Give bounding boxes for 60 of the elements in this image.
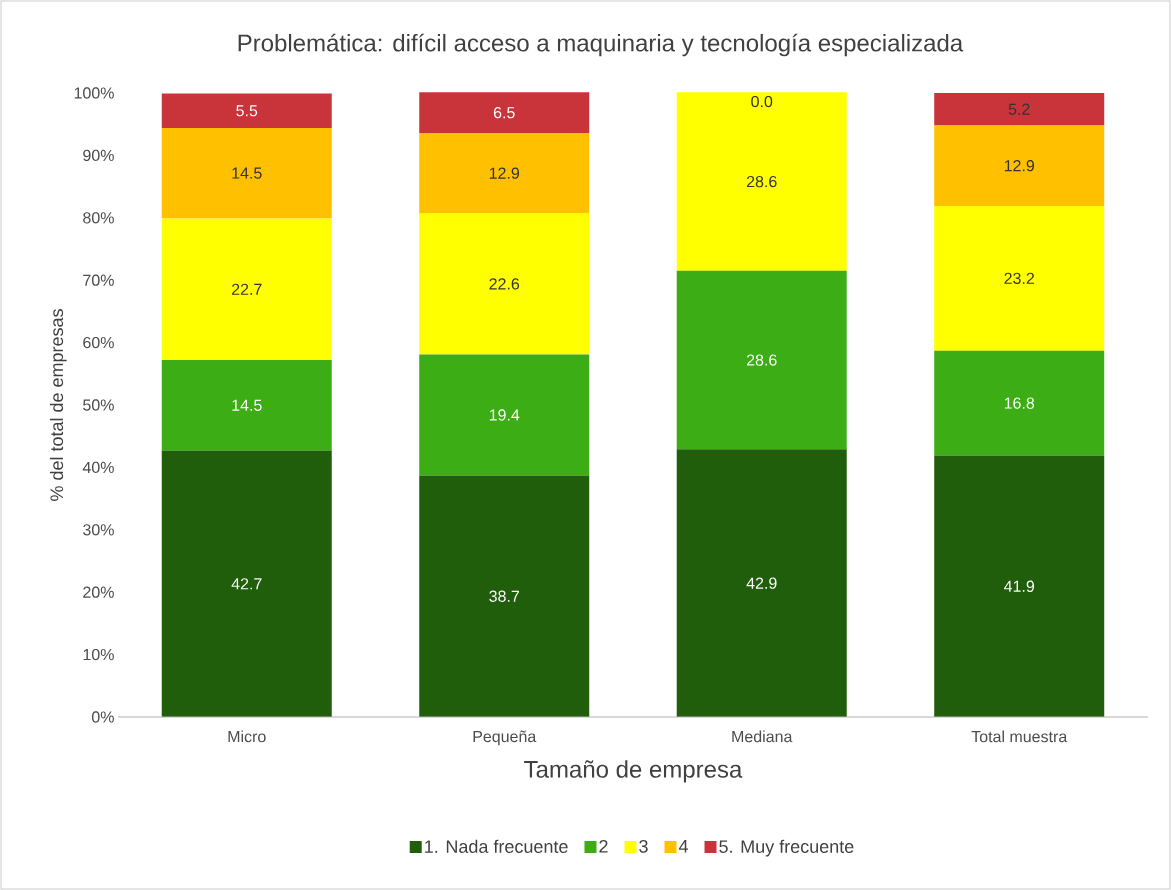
data-label: 0.0 [751,95,773,108]
data-label: 41.9 [1004,580,1035,592]
data-label: 22.7 [231,283,262,295]
y-tick-label: 50% [83,399,114,411]
data-label: 42.9 [746,577,777,589]
x-tick-label: Pequeña [473,730,537,746]
bar [419,475,590,717]
y-tick-label: 0% [91,711,114,723]
bar [161,127,332,219]
bar [161,93,332,128]
data-label: 28.6 [746,354,777,366]
bar [161,360,332,451]
x-tick-label: Total muestra [971,730,1068,743]
bar [934,125,1105,206]
data-label: 23.2 [1004,272,1034,284]
x-tick-label: Micro [228,730,266,743]
data-label: 14.5 [232,167,262,179]
data-label: 22.6 [489,278,520,290]
y-tick-label: 30% [83,524,114,536]
legend-label: 1. Nada frecuente [425,839,568,853]
legend-label: 2 [599,839,608,853]
y-tick-label: 60% [83,336,114,349]
y-tick-label: 100% [74,87,114,99]
bar [934,455,1105,717]
chart-title: Problemática: difícil acceso a maquinaria y tecnología especializada [238,33,964,57]
data-label: 5.5 [236,105,258,117]
data-label: 19.4 [489,409,520,421]
legend-label: 5. Muy frecuente [719,839,854,857]
y-tick-label: 40% [82,461,114,474]
legend-label: 3 [639,839,648,853]
x-axis-title: Tamaño de empresa [524,760,743,783]
y-axis-title: % del total de empresas [49,309,67,501]
y-tick-label: 10% [83,648,114,661]
bar [419,92,590,133]
bar [934,205,1105,351]
y-tick-label: 90% [83,149,114,162]
data-label: 38.7 [489,590,519,602]
legend-label: 4 [678,840,688,853]
bar [676,92,847,271]
y-tick-label: 70% [83,274,114,286]
bar [419,354,590,476]
bar [419,213,590,355]
data-label: 5.2 [1008,103,1030,115]
data-label: 42.7 [231,578,262,590]
bar [676,270,847,450]
x-tick-label: Mediana [732,730,793,743]
data-label: 12.9 [1004,160,1035,172]
data-label: 28.6 [746,175,777,188]
y-tick-label: 80% [83,212,114,224]
bar [161,450,332,717]
bar [161,218,332,361]
data-label: 12.9 [489,167,520,179]
bar [934,350,1105,456]
bar [676,449,847,717]
data-label: 16.8 [1004,397,1035,409]
y-tick-label: 20% [83,586,114,598]
data-label: 6.5 [493,106,515,119]
bar [419,132,590,214]
data-label: 14.5 [232,399,262,411]
bar [934,92,1105,126]
